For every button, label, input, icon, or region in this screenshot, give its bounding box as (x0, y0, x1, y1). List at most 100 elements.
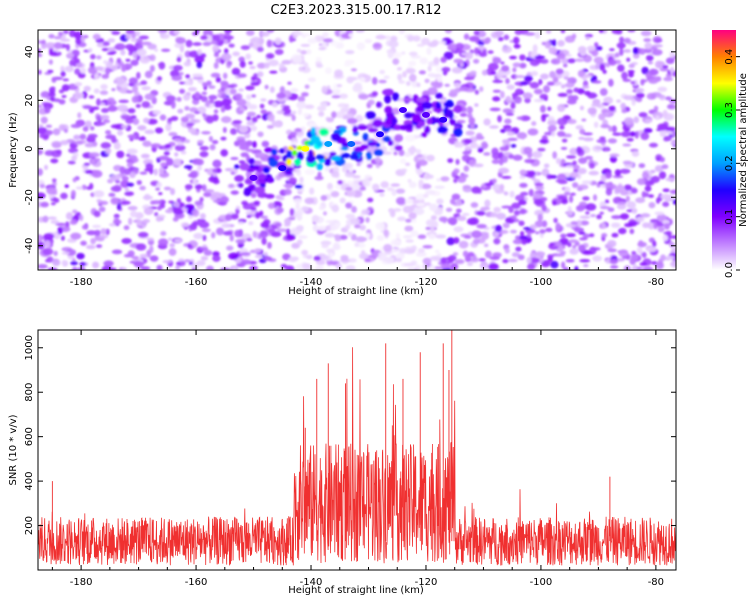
noise-blob (501, 65, 510, 72)
noise-blob (371, 91, 378, 97)
noise-blob (533, 199, 544, 206)
noise-blob (210, 72, 221, 78)
noise-blob (577, 45, 587, 54)
noise-blob (415, 149, 422, 155)
noise-blob (652, 44, 663, 48)
noise-blob (345, 213, 356, 220)
noise-blob (576, 219, 582, 228)
echo-blob (365, 111, 376, 120)
echo-blob (384, 106, 393, 114)
noise-blob (208, 85, 216, 89)
noise-blob (497, 36, 504, 42)
noise-blob (128, 77, 138, 85)
noise-blob (171, 75, 183, 81)
noise-blob (60, 65, 65, 73)
noise-blob (175, 265, 180, 270)
noise-blob (45, 259, 50, 263)
noise-blob (186, 122, 195, 126)
echo-peak (249, 174, 258, 181)
noise-blob (488, 263, 499, 270)
noise-blob (494, 224, 503, 233)
noise-blob (238, 125, 249, 134)
noise-blob (201, 184, 207, 192)
noise-blob (143, 117, 150, 124)
noise-blob (537, 147, 546, 152)
noise-blob (426, 47, 432, 55)
noise-blob (665, 73, 673, 78)
snr-y-tick-label: 800 (24, 383, 35, 402)
noise-blob (38, 149, 44, 156)
noise-blob (136, 48, 147, 57)
noise-blob (239, 106, 246, 111)
noise-blob (39, 133, 50, 139)
noise-blob (572, 160, 577, 166)
noise-blob (437, 206, 444, 214)
noise-blob (668, 241, 675, 248)
noise-blob (203, 192, 212, 198)
noise-blob (424, 78, 430, 84)
noise-blob (526, 256, 532, 264)
noise-blob (293, 211, 302, 218)
noise-blob (222, 231, 233, 236)
noise-blob (455, 158, 460, 165)
noise-blob (169, 243, 175, 248)
echo-blob (233, 164, 240, 170)
noise-blob (462, 212, 470, 216)
noise-blob (390, 248, 401, 253)
echo-blob (421, 101, 433, 110)
noise-blob (429, 255, 441, 261)
noise-blob (203, 30, 213, 37)
noise-blob (643, 48, 652, 54)
colorbar-tick-label: 0.0 (724, 262, 735, 278)
noise-blob (579, 215, 591, 219)
noise-blob (92, 224, 102, 229)
noise-blob (174, 138, 183, 142)
noise-blob (154, 212, 159, 217)
noise-blob (505, 112, 515, 116)
noise-blob (578, 231, 586, 235)
noise-blob (404, 225, 414, 232)
noise-blob (150, 143, 162, 148)
echo-blob (352, 125, 358, 134)
noise-blob (143, 207, 154, 216)
noise-blob (579, 220, 590, 226)
noise-blob (584, 90, 591, 96)
noise-blob (38, 124, 44, 128)
noise-blob (154, 48, 159, 52)
noise-blob (145, 163, 154, 171)
noise-blob (232, 51, 240, 57)
noise-blob (665, 57, 675, 65)
noise-blob (215, 76, 222, 83)
noise-blob (70, 261, 78, 266)
noise-blob (125, 58, 131, 62)
noise-blob (451, 193, 461, 201)
noise-blob (92, 33, 101, 40)
noise-blob (305, 49, 312, 55)
noise-blob (240, 45, 251, 50)
noise-blob (300, 43, 311, 47)
noise-blob (408, 51, 418, 57)
noise-blob (562, 63, 568, 68)
noise-blob (480, 141, 488, 150)
noise-blob (662, 234, 669, 242)
noise-blob (533, 98, 545, 103)
noise-blob (611, 222, 621, 228)
colorbar-tick-label: 0.2 (724, 155, 735, 171)
noise-blob (40, 201, 49, 208)
echo-peak (375, 131, 384, 138)
noise-blob (660, 254, 666, 262)
noise-blob (64, 65, 74, 73)
noise-blob (199, 247, 209, 251)
noise-blob (156, 182, 163, 188)
noise-blob (550, 58, 561, 65)
noise-blob (213, 62, 219, 69)
noise-blob (649, 218, 660, 223)
noise-blob (591, 49, 599, 57)
spectrogram-y-tick-label: 20 (24, 94, 35, 107)
noise-blob (390, 35, 398, 42)
noise-blob (509, 190, 515, 198)
noise-blob (88, 95, 95, 99)
noise-blob (612, 175, 624, 179)
noise-blob (293, 197, 303, 204)
noise-blob (42, 247, 54, 256)
